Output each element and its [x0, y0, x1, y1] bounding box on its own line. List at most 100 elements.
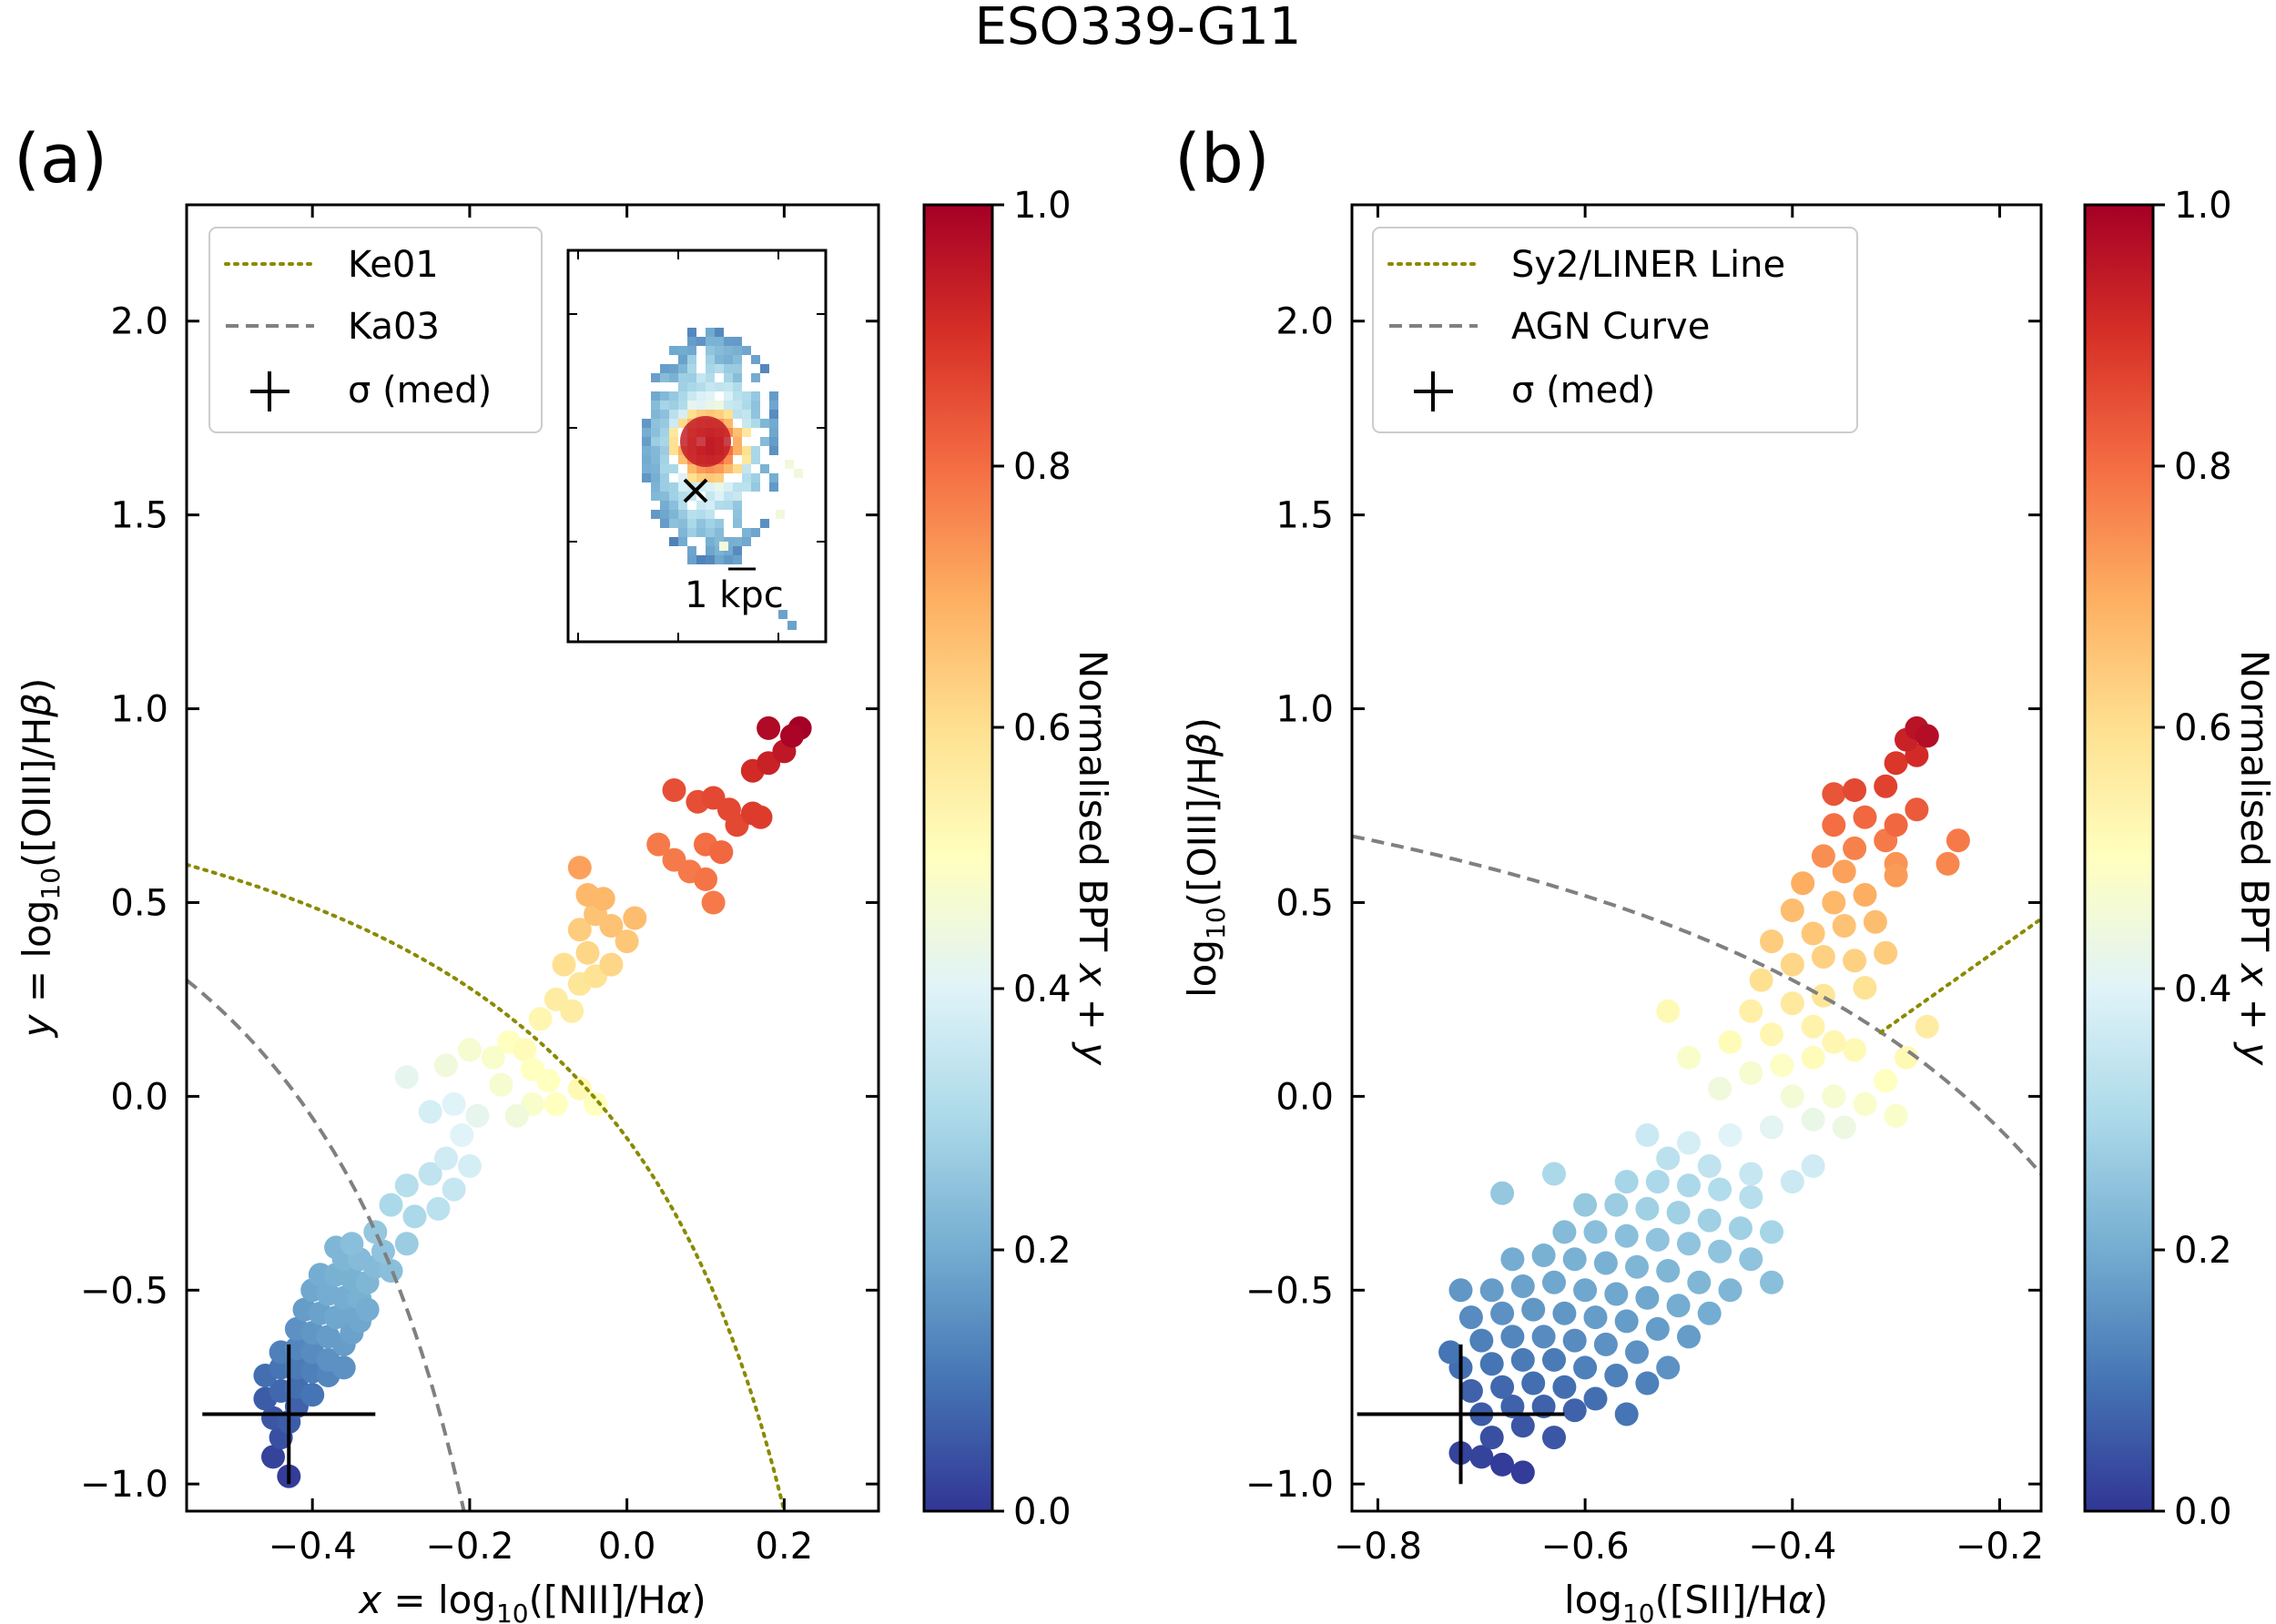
point-a-58: [442, 1091, 466, 1116]
ytick-label: 0.0: [110, 1076, 168, 1118]
point-b-118: [1801, 921, 1825, 946]
ytick-label: 1.0: [110, 689, 168, 731]
point-a-68: [536, 1069, 561, 1093]
point-b-101: [1760, 1022, 1783, 1047]
point-a-76: [560, 999, 584, 1023]
xtick-label: −0.2: [1956, 1526, 2044, 1568]
point-a-74: [528, 1007, 553, 1031]
point-a-53: [442, 1177, 466, 1202]
point-a-52: [418, 1162, 442, 1186]
point-a-46: [363, 1220, 388, 1244]
point-a-34: [355, 1297, 380, 1322]
panel-a-legend: Ke01 Ka03 σ (med): [208, 227, 543, 433]
panel-b-points: [1438, 716, 1970, 1485]
point-a-60: [394, 1065, 419, 1090]
point-b-29: [1593, 1332, 1618, 1356]
point-b-116: [1874, 940, 1898, 965]
point-a-62: [457, 1038, 482, 1062]
point-b-76: [1739, 1185, 1763, 1210]
point-a-50: [394, 1173, 419, 1198]
point-b-61: [1645, 1227, 1670, 1252]
point-b-64: [1739, 1247, 1763, 1272]
point-b-84: [1635, 1123, 1660, 1147]
point-b-104: [1874, 1069, 1898, 1093]
point-b-33: [1490, 1301, 1515, 1325]
colorbar-tick-label: 0.8: [1013, 446, 1072, 488]
point-b-52: [1593, 1251, 1618, 1275]
colorbar-tick-label: 0.2: [1013, 1230, 1072, 1272]
point-b-121: [1780, 898, 1804, 922]
point-b-66: [1604, 1193, 1629, 1217]
point-b-114: [1811, 945, 1835, 969]
point-b-119: [1832, 914, 1856, 938]
xtick-label: −0.8: [1334, 1526, 1422, 1568]
point-b-133: [1905, 797, 1929, 822]
point-b-40: [1448, 1278, 1473, 1303]
point-b-113: [1780, 952, 1804, 977]
point-a-92: [694, 867, 717, 891]
colorbar-tick-label: 0.0: [2174, 1491, 2232, 1533]
sy2-liner-line: [1878, 917, 2041, 1035]
panel-a-xlabel: x = log10([NII]/Hα): [357, 1578, 706, 1624]
point-a-96: [709, 840, 734, 865]
point-b-36: [1583, 1305, 1608, 1330]
point-b-59: [1583, 1220, 1608, 1244]
legend-ke01-label: Ke01: [348, 244, 439, 286]
point-a-55: [457, 1154, 482, 1178]
point-b-102: [1801, 1014, 1825, 1039]
legend-sigma-b-label: σ (med): [1511, 370, 1655, 411]
point-b-69: [1697, 1208, 1722, 1233]
point-b-81: [1739, 1162, 1763, 1186]
point-a-109: [780, 724, 804, 748]
point-b-24: [1438, 1340, 1463, 1365]
point-a-80: [575, 940, 600, 965]
point-a-82: [567, 918, 592, 942]
inset-core-red: [680, 416, 731, 467]
colorbar-a: 0.0 0.2 0.4 0.6 0.8 1.0 Normalised BPT x + y: [922, 185, 1115, 1533]
point-b-15: [1583, 1386, 1608, 1411]
point-b-39: [1677, 1325, 1701, 1349]
point-b-8: [1500, 1395, 1525, 1418]
point-a-61: [434, 1053, 458, 1078]
point-b-127: [1811, 844, 1835, 868]
point-b-50: [1531, 1243, 1556, 1267]
point-b-45: [1604, 1282, 1629, 1306]
xtick-label: −0.2: [425, 1526, 513, 1568]
point-b-11: [1458, 1379, 1483, 1403]
point-b-32: [1458, 1305, 1483, 1330]
panel-a-error-cross: [202, 1344, 376, 1485]
point-a-97: [662, 778, 686, 802]
panel-a: (a) −0.4 −0.2 0.0 0.2 −1.0 −0.5 0.0 0.5 1.0 1.5 2.…: [14, 120, 1115, 1624]
point-a-79: [552, 952, 576, 977]
panel-b-ylabel: log10([OIII]/Hβ): [1180, 717, 1231, 998]
point-b-38: [1645, 1316, 1670, 1341]
point-a-54: [434, 1146, 458, 1171]
point-b-30: [1625, 1340, 1649, 1365]
point-b-122: [1822, 890, 1846, 915]
point-a-49: [402, 1204, 427, 1229]
panel-b-error-cross: [1356, 1344, 1565, 1485]
point-b-93: [1884, 1103, 1908, 1128]
point-b-2: [1510, 1460, 1535, 1485]
point-b-98: [1843, 1038, 1867, 1062]
panel-a-frame: [185, 203, 880, 1513]
ytick-label: 0.5: [110, 882, 168, 924]
point-b-131: [1853, 805, 1877, 829]
inset-scale-label: 1 kpc: [685, 574, 784, 616]
legend-liner-label: Sy2/LINER Line: [1511, 244, 1785, 286]
point-b-110: [1811, 983, 1835, 1008]
point-a-85: [615, 929, 639, 954]
point-b-12: [1490, 1375, 1515, 1399]
point-b-103: [1822, 1030, 1846, 1054]
point-b-124: [1832, 859, 1856, 884]
point-b-112: [1749, 968, 1773, 992]
ytick-label: −1.0: [1245, 1464, 1334, 1506]
point-a-72: [567, 1076, 592, 1101]
point-a-56: [450, 1123, 474, 1147]
point-a-19: [331, 1355, 356, 1380]
ytick-label: −1.0: [80, 1464, 168, 1506]
inset-frame: [566, 249, 828, 644]
point-a-51: [426, 1196, 451, 1221]
point-b-89: [1832, 1115, 1856, 1140]
point-b-55: [1687, 1270, 1712, 1294]
